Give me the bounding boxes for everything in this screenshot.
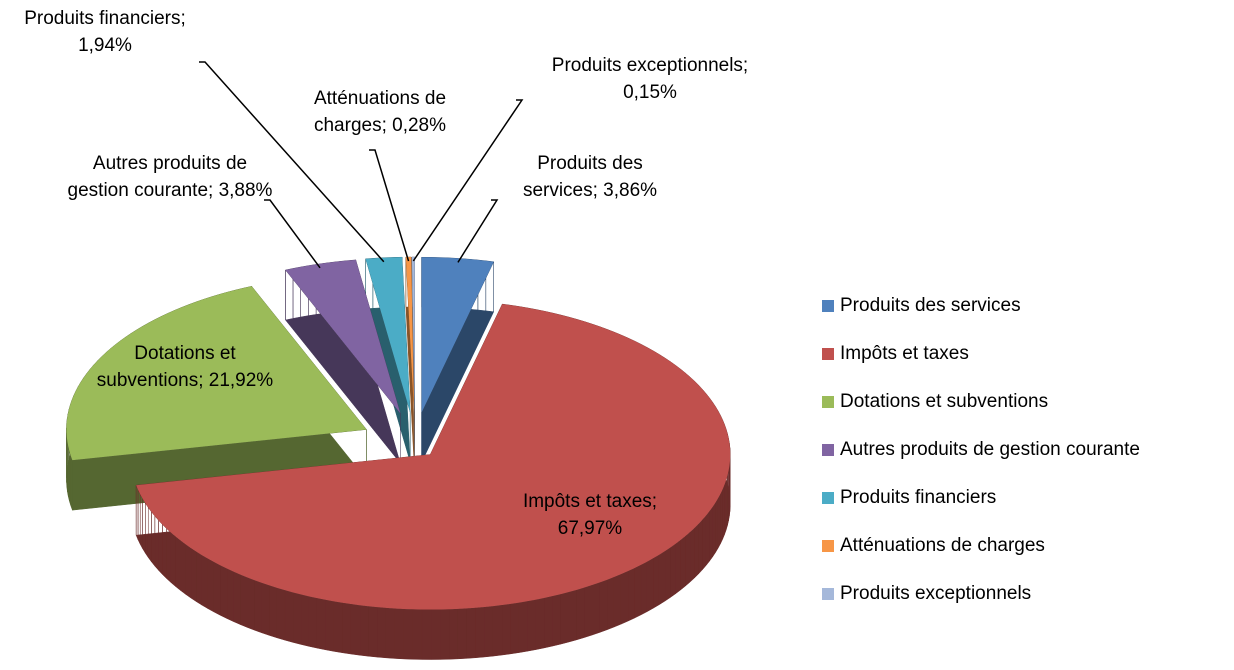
legend-label: Produits exceptionnels bbox=[840, 583, 1032, 604]
legend-swatch bbox=[822, 300, 834, 312]
legend-swatch bbox=[822, 588, 834, 600]
data-label: Atténuations de charges; 0,28% bbox=[313, 88, 447, 136]
legend-label: Impôts et taxes bbox=[840, 343, 969, 364]
data-label: Autres produits de gestion courante; 3,8… bbox=[67, 153, 273, 201]
legend-label: Produits financiers bbox=[840, 487, 997, 508]
legend-swatch bbox=[822, 348, 834, 360]
data-label: Impôts et taxes; 67,97% bbox=[522, 491, 658, 539]
slice bbox=[66, 286, 367, 461]
legend-swatch bbox=[822, 540, 834, 552]
data-label: Produits des services; 3,86% bbox=[522, 153, 658, 201]
legend-swatch bbox=[822, 444, 834, 456]
legend-swatch bbox=[822, 492, 834, 504]
legend-label: Produits des services bbox=[840, 295, 1021, 316]
leader-line bbox=[369, 149, 410, 262]
leader-line bbox=[412, 99, 524, 262]
legend-label: Atténuations de charges bbox=[840, 535, 1045, 556]
leader-line bbox=[264, 199, 321, 269]
leader-line bbox=[457, 199, 499, 263]
slice bbox=[421, 257, 494, 413]
leader-line bbox=[199, 61, 385, 263]
legend-swatch bbox=[822, 396, 834, 408]
legend-label: Autres produits de gestion courante bbox=[840, 439, 1140, 460]
slice bbox=[136, 304, 731, 610]
slice bbox=[405, 257, 414, 413]
data-label: Produits financiers; 1,94% bbox=[24, 8, 186, 56]
data-label: Produits exceptionnels; 0,15% bbox=[551, 55, 749, 103]
slice bbox=[411, 257, 415, 413]
data-label: Dotations et subventions; 21,92% bbox=[96, 343, 274, 391]
slice bbox=[285, 259, 401, 414]
slice bbox=[365, 257, 411, 413]
legend-label: Dotations et subventions bbox=[840, 391, 1049, 412]
